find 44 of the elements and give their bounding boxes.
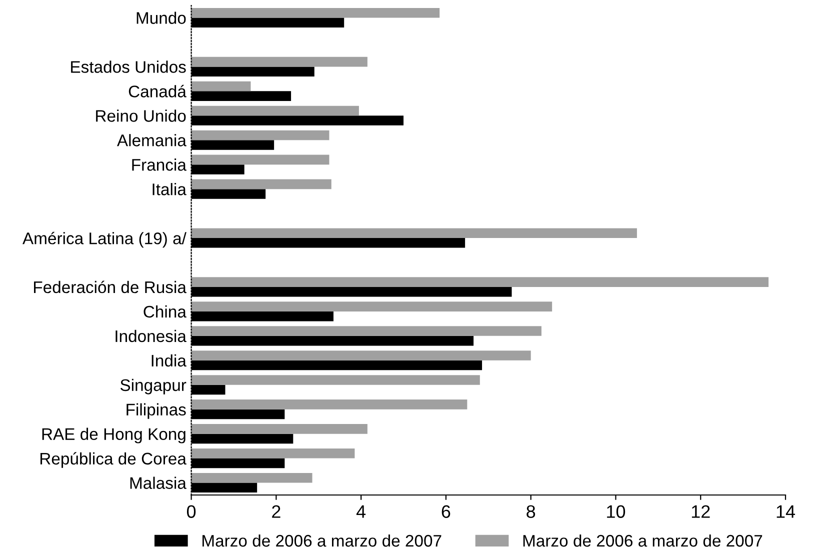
bar (191, 326, 542, 336)
x-tick-label: 2 (272, 505, 280, 518)
y-tick-label: Estados Unidos (71, 60, 186, 73)
bar (191, 277, 769, 287)
y-tick-label: Alemania (116, 134, 186, 146)
bar (191, 8, 440, 18)
legend-label: Marzo de 2006 a marzo de 2007 (202, 534, 442, 547)
bar (191, 400, 468, 410)
bar (191, 375, 480, 385)
bar (191, 350, 531, 360)
bar (191, 154, 330, 165)
bar (191, 424, 368, 434)
y-tick-label: China (144, 305, 186, 318)
y-tick-label: República de Corea (40, 452, 186, 468)
x-tick-label: 8 (526, 505, 536, 518)
y-tick-label: Reino Unido (96, 110, 186, 122)
y-tick-label: Malasia (130, 476, 186, 489)
y-tick-label: Mundo (136, 12, 186, 24)
y-tick-label: Indonesia (116, 330, 186, 342)
y-tick-label: América Latina (19) a/ (22, 232, 186, 248)
y-tick-label: Filipinas (126, 403, 186, 419)
x-tick-label: 14 (776, 505, 796, 518)
bar (191, 179, 332, 190)
y-tick-label: Italia (152, 183, 186, 196)
bar (191, 302, 552, 312)
x-tick-label: 6 (442, 505, 450, 518)
x-tick-label: 12 (692, 505, 710, 518)
legend-label: Marzo de 2006 a marzo de 2007 (523, 534, 762, 547)
bar (191, 106, 359, 116)
y-tick-label: Singapur (120, 378, 186, 394)
x-tick-label: 0 (186, 505, 196, 518)
x-tick-label: 4 (356, 505, 366, 518)
y-tick-label: Federación de Rusia (34, 280, 186, 294)
bar (191, 81, 251, 92)
y-tick-label: India (152, 354, 186, 367)
bar (191, 228, 637, 238)
x-tick-label: 10 (607, 505, 626, 518)
bar (191, 130, 330, 140)
bar (191, 472, 312, 483)
bar (191, 448, 355, 458)
y-tick-label: Francia (132, 158, 186, 171)
y-tick-label: Canadá (128, 84, 186, 98)
bar (191, 56, 368, 67)
y-tick-label: RAE de Hong Kong (42, 428, 186, 444)
